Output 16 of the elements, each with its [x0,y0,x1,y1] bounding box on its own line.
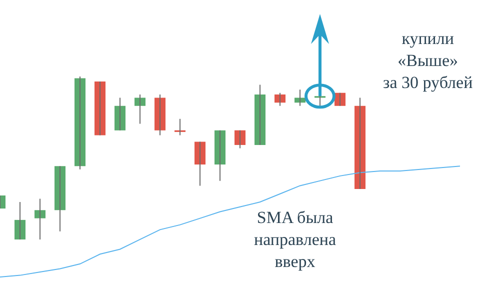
candlestick [54,166,66,232]
candlestick [94,80,106,136]
candlestick [254,84,266,146]
candlestick [134,94,146,124]
annotation: SMA была направлена вверх [254,208,336,272]
annotation: купили «Выше» за 30 рублей [383,29,473,92]
candlestick [114,97,126,131]
candlestick [214,130,226,182]
candlestick [294,89,306,106]
candlestick [14,202,26,240]
candlestick [354,97,366,190]
candlestick [74,76,86,170]
candlestick [34,198,46,240]
candlestick [154,94,166,136]
candlestick [194,141,206,186]
candlestick [234,130,246,149]
